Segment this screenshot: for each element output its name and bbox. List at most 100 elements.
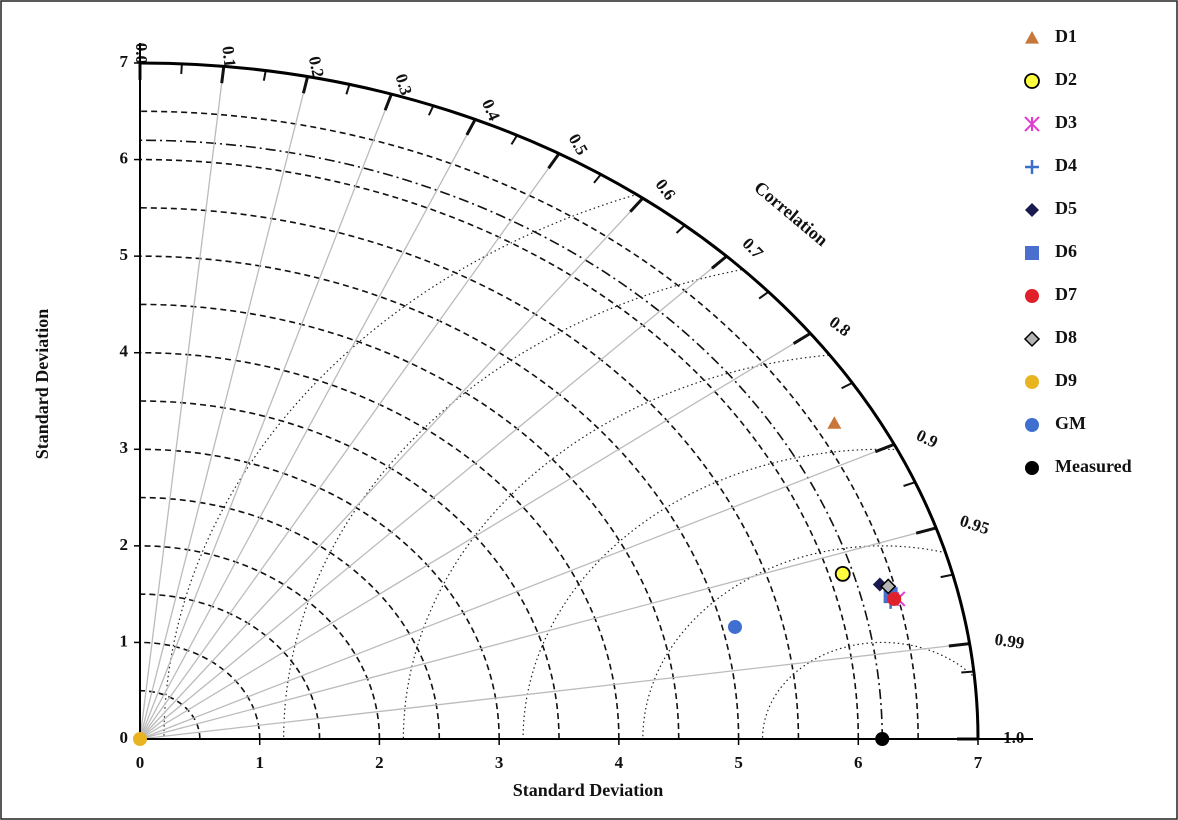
correlation-label: 0.5 — [565, 130, 592, 158]
std-arc — [139, 255, 740, 740]
correlation-line — [139, 642, 970, 740]
correlation-label: 1.0 — [1003, 728, 1024, 747]
correlation-minor-tick — [758, 291, 770, 300]
correlation-minor-tick — [961, 670, 974, 674]
marker — [880, 578, 897, 595]
correlation-line — [139, 66, 225, 740]
x-tick-label: 0 — [136, 753, 145, 772]
std-arc — [139, 400, 560, 740]
rms-arc — [283, 255, 978, 739]
legend-marker — [1024, 73, 1040, 89]
marker — [133, 732, 147, 746]
correlation-tick — [792, 332, 812, 345]
legend-text: D2 — [1055, 69, 1077, 89]
legend-text: D6 — [1055, 241, 1077, 261]
correlation-label: 0.99 — [993, 630, 1025, 653]
legend-text: D5 — [1055, 198, 1077, 218]
legend-marker — [1025, 160, 1039, 174]
marker — [834, 565, 851, 582]
legend-marker — [1025, 31, 1039, 44]
correlation-label: 0.8 — [826, 312, 854, 340]
x-tick-label: 7 — [974, 753, 983, 772]
correlation-minor-tick — [903, 481, 916, 487]
y-tick-label: 6 — [120, 148, 129, 167]
x-tick-label: 1 — [255, 753, 264, 772]
y-axis-title: Standard Deviation — [32, 309, 52, 460]
correlation-tick — [383, 93, 393, 111]
correlation-line — [139, 197, 644, 740]
std-arc — [139, 641, 261, 740]
correlation-label: 0.95 — [958, 511, 992, 538]
correlation-line — [139, 153, 560, 740]
x-tick-label: 2 — [375, 753, 384, 772]
correlation-tick — [547, 152, 561, 170]
y-tick-label: 4 — [120, 342, 129, 361]
legend-text: D9 — [1055, 370, 1077, 390]
correlation-minor-tick — [841, 382, 853, 390]
std-arc — [139, 496, 441, 740]
legend-text: D8 — [1055, 327, 1077, 347]
std-arc — [139, 207, 800, 740]
correlation-tick — [465, 118, 477, 136]
correlation-tick — [301, 76, 310, 94]
legend-marker — [1023, 330, 1041, 348]
y-tick-label: 3 — [120, 438, 129, 457]
correlation-tick — [874, 442, 895, 454]
correlation-minor-tick — [940, 573, 954, 579]
std-arc — [139, 593, 321, 740]
legend-marker — [1025, 461, 1039, 475]
correlation-tick — [915, 526, 937, 535]
y-tick-label: 0 — [120, 728, 129, 747]
correlation-tick — [629, 197, 644, 213]
correlation-tick — [220, 66, 226, 84]
marker — [827, 416, 842, 429]
rms-arc — [642, 545, 978, 739]
std-arc — [139, 158, 860, 740]
std-arc — [139, 351, 620, 740]
legend-marker — [1024, 116, 1040, 132]
correlation-minor-tick — [427, 105, 435, 116]
y-tick-label: 7 — [120, 52, 129, 71]
marker — [727, 619, 742, 634]
legend-text: D4 — [1055, 155, 1077, 175]
correlation-title: Correlation — [750, 177, 832, 250]
correlation-minor-tick — [675, 224, 686, 234]
correlation-minor-tick — [180, 63, 183, 75]
legend-marker — [1025, 246, 1039, 260]
std-arc — [139, 110, 919, 740]
x-tick-label: 4 — [615, 753, 624, 772]
correlation-label: 0.7 — [739, 234, 768, 263]
legend-marker — [1025, 418, 1039, 432]
marker — [875, 732, 890, 746]
reference-arc — [139, 139, 884, 740]
legend-marker — [1025, 375, 1039, 389]
legend-text: D7 — [1055, 284, 1077, 304]
legend-text: Measured — [1055, 456, 1132, 476]
x-tick-label: 6 — [854, 753, 863, 772]
correlation-label: 0.2 — [305, 55, 328, 80]
correlation-minor-tick — [345, 84, 351, 95]
correlation-label: 0.0 — [132, 43, 151, 64]
marker — [887, 591, 902, 606]
std-arc — [139, 448, 500, 740]
correlation-line — [139, 93, 393, 740]
std-arc — [139, 303, 680, 740]
correlation-line — [139, 332, 811, 740]
correlation-line — [139, 255, 728, 740]
correlation-label: 0.1 — [218, 45, 239, 68]
legend-marker — [1025, 289, 1039, 303]
correlation-label: 0.6 — [652, 175, 680, 203]
outer-arc — [139, 61, 980, 740]
correlation-line — [139, 527, 937, 740]
correlation-line — [139, 119, 476, 740]
y-tick-label: 5 — [120, 245, 129, 264]
legend-marker — [1025, 203, 1039, 217]
x-axis-title: Standard Deviation — [513, 780, 664, 800]
correlation-minor-tick — [593, 173, 602, 184]
std-arc — [139, 545, 381, 740]
correlation-line — [139, 76, 309, 740]
legend-text: D1 — [1055, 26, 1077, 46]
correlation-label: 0.4 — [478, 96, 504, 124]
